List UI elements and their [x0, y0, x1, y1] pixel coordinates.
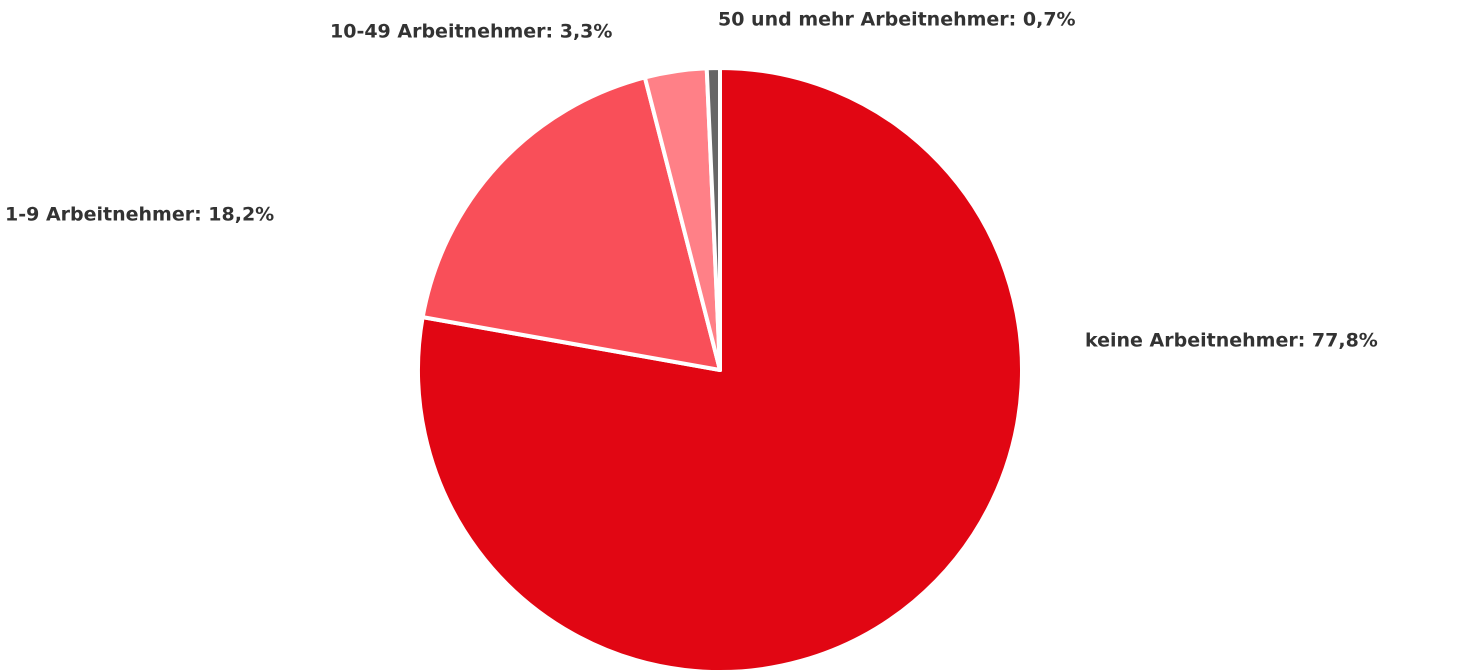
slice-label: 10-49 Arbeitnehmer: 3,3%	[330, 21, 612, 43]
slice-label: 1-9 Arbeitnehmer: 18,2%	[5, 204, 274, 226]
slice-label: keine Arbeitnehmer: 77,8%	[1085, 330, 1378, 352]
pie-slice	[420, 75, 722, 372]
slice-label: 50 und mehr Arbeitnehmer: 0,7%	[718, 9, 1076, 31]
pie-slice	[704, 66, 722, 372]
